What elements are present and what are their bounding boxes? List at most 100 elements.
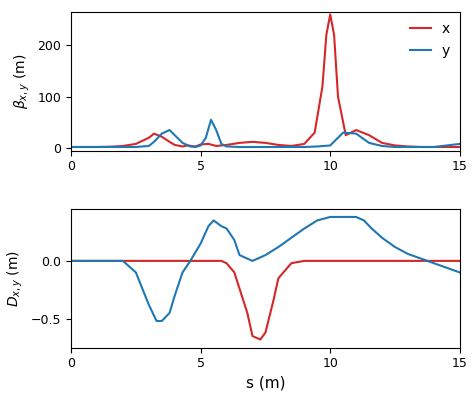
y	[418, 256, 424, 261]
y	[151, 139, 157, 144]
y	[353, 214, 359, 219]
x	[353, 258, 359, 263]
x	[263, 141, 268, 145]
y	[328, 214, 333, 219]
x	[180, 144, 185, 149]
x	[146, 258, 152, 263]
Line: y: y	[71, 217, 460, 321]
x	[431, 145, 437, 149]
x	[366, 133, 372, 137]
y	[211, 218, 217, 223]
x	[68, 258, 74, 263]
y	[224, 226, 229, 231]
y	[366, 141, 372, 145]
y	[405, 252, 411, 256]
Line: x: x	[71, 261, 460, 340]
y	[275, 245, 281, 249]
x	[120, 144, 126, 149]
y	[213, 128, 219, 132]
y	[192, 145, 198, 149]
x	[312, 130, 318, 135]
y	[289, 235, 294, 240]
x	[172, 258, 178, 263]
y	[379, 144, 385, 149]
y	[172, 133, 178, 137]
y	[369, 226, 374, 231]
x	[366, 258, 372, 263]
x	[418, 145, 424, 149]
y	[392, 245, 398, 249]
y	[219, 141, 224, 146]
y	[237, 253, 242, 258]
x	[192, 144, 198, 149]
x	[343, 133, 348, 137]
y	[275, 145, 281, 149]
y	[340, 130, 346, 135]
x	[328, 258, 333, 263]
y	[180, 270, 185, 275]
x	[270, 299, 276, 304]
x	[206, 141, 211, 146]
y	[172, 293, 178, 298]
x	[81, 145, 87, 149]
y	[301, 226, 307, 231]
x	[159, 134, 164, 139]
y	[94, 258, 100, 263]
x	[405, 258, 411, 263]
x	[224, 143, 229, 147]
y	[133, 270, 139, 275]
x	[301, 258, 307, 263]
x	[120, 258, 126, 263]
y	[81, 258, 87, 263]
x	[289, 261, 294, 265]
y	[154, 319, 159, 324]
x	[353, 128, 359, 132]
x	[331, 33, 337, 38]
x	[151, 131, 157, 136]
Line: y: y	[71, 120, 460, 147]
x	[379, 258, 385, 263]
y	[379, 235, 385, 240]
y	[314, 218, 320, 223]
y	[457, 270, 463, 275]
x	[457, 258, 463, 263]
y	[180, 141, 185, 145]
y	[133, 145, 139, 149]
y	[81, 145, 87, 149]
y	[250, 258, 255, 263]
x	[146, 135, 152, 140]
x	[172, 143, 178, 147]
y	[68, 145, 74, 149]
y	[301, 145, 307, 149]
y	[444, 265, 450, 270]
y	[208, 117, 214, 122]
x	[257, 337, 263, 342]
x	[219, 258, 224, 263]
x	[319, 84, 325, 89]
y	[340, 214, 346, 219]
y	[68, 258, 74, 263]
x	[107, 144, 113, 149]
x	[211, 258, 217, 263]
y	[431, 261, 437, 265]
x	[263, 330, 268, 335]
x	[245, 310, 250, 315]
x	[224, 261, 229, 265]
Y-axis label: $D_{x,y}$ (m): $D_{x,y}$ (m)	[6, 250, 25, 307]
x	[314, 258, 320, 263]
y	[187, 144, 193, 149]
x	[457, 145, 463, 149]
y	[146, 144, 152, 149]
x	[68, 145, 74, 149]
y	[120, 145, 126, 149]
y	[167, 128, 173, 132]
y	[289, 145, 294, 149]
x	[185, 143, 191, 148]
x	[392, 143, 398, 148]
y	[107, 145, 113, 149]
x	[405, 144, 411, 149]
x	[133, 141, 139, 146]
y	[167, 310, 173, 315]
y	[224, 144, 229, 149]
y	[353, 131, 359, 136]
